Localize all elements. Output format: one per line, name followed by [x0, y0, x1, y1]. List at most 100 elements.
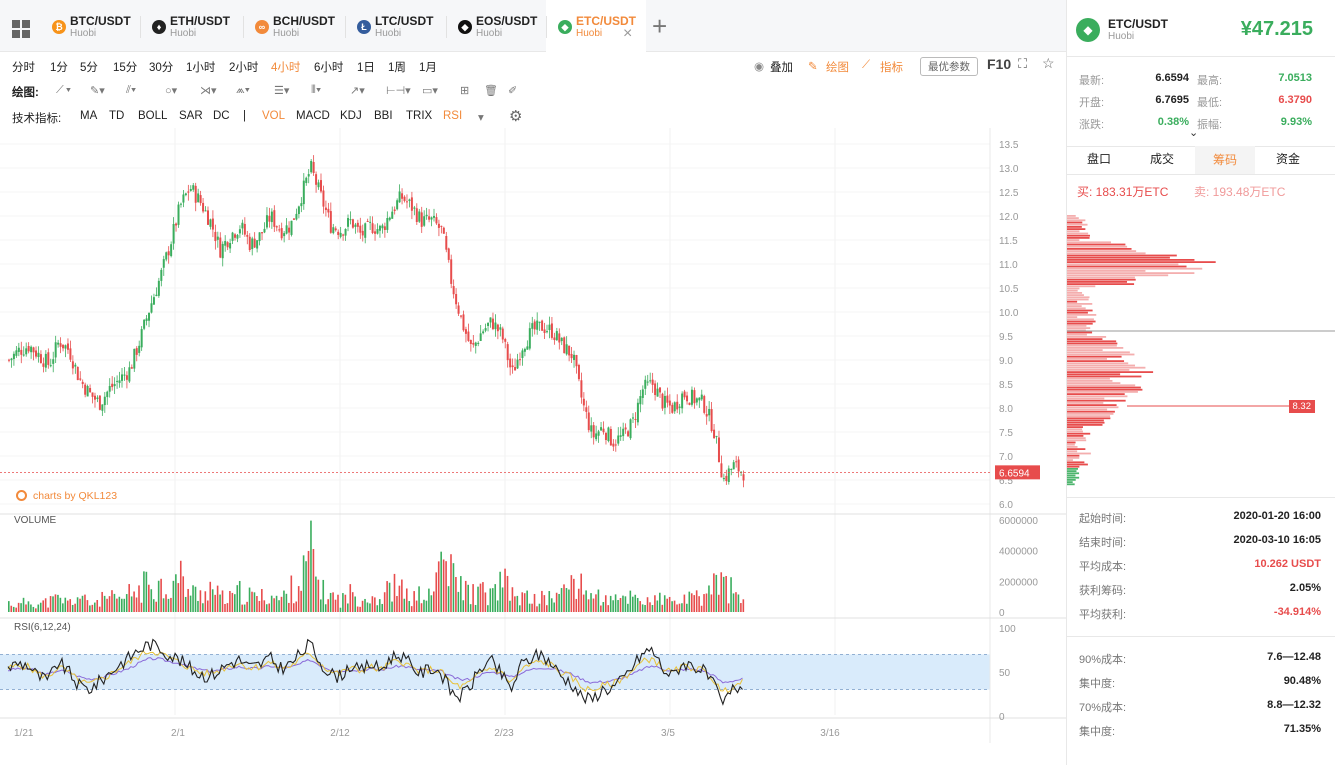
indicator-td[interactable]: TD — [109, 110, 125, 122]
dist-price-tag: 8.32 — [1288, 400, 1315, 413]
timeframe-7[interactable]: 4小时 — [271, 62, 301, 74]
chart-tool-icon[interactable]: ⊞ — [460, 85, 470, 97]
chip-bar — [1067, 316, 1078, 318]
candle-body — [506, 344, 509, 361]
sidebar-tab-3[interactable]: 资金 — [1275, 152, 1300, 166]
chip-bar — [1067, 382, 1121, 384]
indicator-vol[interactable]: VOL — [262, 110, 286, 122]
candle-body — [491, 318, 494, 330]
candle-body — [700, 394, 703, 400]
volume-bar — [150, 589, 153, 612]
candle-body — [639, 396, 642, 405]
volume-bar — [450, 554, 452, 612]
candle-body — [15, 350, 18, 356]
candle-body — [413, 207, 416, 209]
indicator-boll[interactable]: BOLL — [138, 110, 168, 122]
sidebar-tab-0[interactable]: 盘口 — [1086, 152, 1111, 166]
chip-bar — [1067, 410, 1115, 413]
draw-icon[interactable]: ✎ — [808, 61, 818, 73]
timeframe-6[interactable]: 2小时 — [229, 62, 259, 74]
indicator-trix[interactable]: TRIX — [406, 110, 433, 122]
settings-gear-icon[interactable]: ⚙ — [509, 108, 523, 125]
timeframe-0[interactable]: 分时 — [12, 62, 35, 74]
channel-tool-icon[interactable]: ⫽▾ — [126, 84, 137, 96]
tab-pair-name: ETH/USDT — [170, 14, 230, 28]
indicator-button[interactable]: 指标 — [880, 62, 903, 74]
candle-body — [735, 461, 738, 463]
line-tool-icon[interactable]: ⟋▾ — [56, 84, 74, 96]
indicator-dropdown-icon[interactable]: ▾ — [478, 112, 484, 124]
grid-menu-icon[interactable] — [12, 20, 30, 38]
tab-eth-usdt[interactable]: ♦ ETH/USDT Huobi — [140, 0, 240, 52]
volume-bar — [118, 596, 121, 612]
tab-etc-usdt[interactable]: ◆ ETC/USDT Huobi — [546, 0, 646, 53]
candle-body — [202, 202, 205, 212]
tab-btc-usdt[interactable]: ₿ BTC/USDT Huobi — [40, 0, 140, 52]
candle-body — [634, 418, 637, 420]
candle-body — [148, 312, 151, 321]
tab-ltc-usdt[interactable]: Ł LTC/USDT Huobi — [345, 0, 445, 52]
volume-bar — [106, 598, 108, 612]
best-params-button[interactable]: 最优参数 — [920, 57, 978, 76]
fib-tool-icon[interactable]: ⩕▾ — [236, 84, 251, 96]
indicator-bbi[interactable]: BBI — [374, 110, 393, 122]
candle-body — [548, 324, 551, 331]
comment-tool-icon[interactable]: ▭▾ — [422, 85, 438, 97]
indicator-icon[interactable]: ⟋ — [862, 59, 871, 71]
arrow-tool-icon[interactable]: ↗▾ — [350, 85, 365, 97]
star-icon[interactable]: ☆ — [1042, 55, 1055, 71]
volume-bar — [676, 604, 678, 612]
candle-body — [170, 244, 173, 257]
volume-bar — [585, 590, 587, 612]
eraser-icon[interactable]: ✐ — [508, 85, 518, 97]
volume-bar — [732, 593, 735, 612]
sidebar-tab-1[interactable]: 成交 — [1149, 152, 1174, 166]
draw-button[interactable]: 绘图 — [826, 62, 849, 74]
tab-separator — [345, 16, 346, 38]
timeframe-8[interactable]: 6小时 — [314, 62, 344, 74]
timeframe-4[interactable]: 30分 — [149, 62, 174, 74]
candle-body — [418, 211, 421, 222]
shape-tool-icon[interactable]: ○▾ — [165, 85, 178, 97]
measure-tool-icon[interactable]: ⊢⊣▾ — [386, 85, 411, 97]
fullscreen-icon[interactable]: ⛶ — [1018, 56, 1028, 71]
timeframe-11[interactable]: 1月 — [419, 62, 437, 74]
indicator-ma[interactable]: MA — [80, 110, 98, 122]
indicator-dc[interactable]: DC — [213, 110, 230, 122]
candle-body — [607, 427, 610, 442]
pattern-tool-icon[interactable]: ⋊▾ — [200, 85, 217, 97]
add-tab-button[interactable]: + — [652, 11, 668, 41]
indicator-macd[interactable]: MACD — [296, 110, 330, 122]
bars-tool-icon[interactable]: ⦀▾ — [311, 84, 322, 96]
candle-body — [305, 177, 308, 184]
pen-tool-icon[interactable]: ✎▾ — [90, 85, 105, 97]
overlay-button[interactable]: 叠加 — [770, 62, 793, 74]
timeframe-3[interactable]: 15分 — [113, 62, 138, 74]
overlay-icon[interactable]: ◉ — [754, 61, 765, 73]
timeframe-2[interactable]: 5分 — [80, 62, 98, 74]
grid-tool-icon[interactable]: ☰▾ — [274, 85, 290, 97]
sidebar-tab-2[interactable]: 筹码 — [1195, 146, 1255, 174]
delete-icon[interactable]: 🗑 — [484, 85, 498, 97]
candle-body — [273, 210, 276, 227]
indicator-rsi[interactable]: RSI — [443, 110, 463, 122]
volume-bar — [199, 590, 202, 612]
timeframe-5[interactable]: 1小时 — [186, 62, 216, 74]
timeframe-9[interactable]: 1日 — [357, 62, 375, 74]
close-tab-icon[interactable]: × — [623, 25, 633, 42]
chip-bar — [1067, 265, 1187, 268]
indicator-sar[interactable]: SAR — [179, 110, 203, 122]
f10-button[interactable]: F10 — [987, 56, 1012, 72]
tab-bch-usdt[interactable]: ∞ BCH/USDT Huobi — [243, 0, 343, 52]
volume-bar — [730, 577, 732, 612]
price-chart[interactable]: 13.5 13.0 12.5 12.0 11.5 11.0 10.5 10.0 9.5 9.0 8.… — [0, 128, 1066, 743]
indicator-kdj[interactable]: KDJ — [340, 110, 362, 122]
timeframe-10[interactable]: 1周 — [388, 62, 406, 74]
detail-label: 获利筹码: — [1079, 585, 1127, 597]
tab-eos-usdt[interactable]: ◆ EOS/USDT Huobi — [446, 0, 546, 52]
expand-chevron-icon[interactable]: ⌄ — [1189, 127, 1199, 139]
timeframe-1[interactable]: 1分 — [50, 62, 68, 74]
candle-body — [310, 161, 313, 173]
candle-body — [582, 398, 585, 406]
indicator-label: 技术指标: — [12, 113, 62, 125]
